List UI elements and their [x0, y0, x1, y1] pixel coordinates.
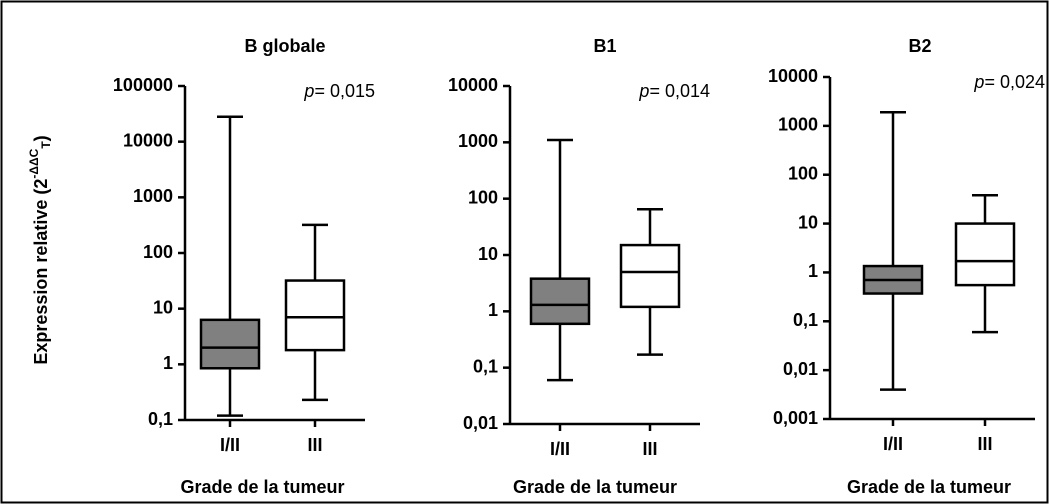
- x-tick-label: I/II: [220, 435, 240, 455]
- x-tick-label: I/II: [550, 439, 570, 459]
- y-tick-label: 100: [468, 187, 498, 207]
- y-tick-label: 10000: [768, 66, 818, 86]
- p-annotation: p= 0,015: [303, 81, 375, 101]
- y-tick-label: 1000: [133, 186, 173, 206]
- y-tick-label: 100: [143, 242, 173, 262]
- y-tick-label: 0,001: [773, 408, 818, 428]
- y-label-text: Expression relative (2: [31, 179, 51, 365]
- box: [284, 279, 346, 352]
- p-value: = 0,014: [649, 81, 710, 101]
- p-annotation: p= 0,014: [638, 81, 710, 101]
- p-value: = 0,024: [984, 72, 1045, 92]
- y-tick-label: 0,1: [473, 356, 498, 376]
- y-label-sup: -ΔΔC: [27, 148, 41, 178]
- y-tick-label: 10: [478, 244, 498, 264]
- y-tick-label: 1: [808, 261, 818, 281]
- y-tick-label: 100000: [113, 75, 173, 95]
- panel-title: B globale: [244, 36, 325, 56]
- x-tick-label: III: [977, 434, 992, 454]
- y-tick-label: 0,1: [148, 409, 173, 429]
- y-tick-label: 10: [798, 212, 818, 232]
- y-axis-label: Expression relative (2-ΔΔCT): [27, 135, 53, 364]
- p-symbol: p: [303, 81, 314, 101]
- y-tick-label: 0,01: [783, 359, 818, 379]
- y-tick-label: 0,01: [463, 413, 498, 433]
- box: [954, 222, 1016, 287]
- x-tick-label: III: [307, 435, 322, 455]
- panel-title: B1: [593, 36, 616, 56]
- y-label-end: ): [31, 135, 51, 141]
- y-tick-label: 0,1: [793, 310, 818, 330]
- p-symbol: p: [638, 81, 649, 101]
- y-tick-label: 10: [153, 297, 173, 317]
- y-tick-label: 10000: [448, 75, 498, 95]
- y-label-sub: T: [39, 141, 53, 149]
- p-symbol: p: [973, 72, 984, 92]
- box: [199, 318, 261, 370]
- y-tick-label: 10000: [123, 130, 173, 150]
- y-tick-label: 1000: [458, 131, 498, 151]
- p-value: = 0,015: [314, 81, 375, 101]
- box: [529, 277, 591, 326]
- x-tick-label: I/II: [883, 434, 903, 454]
- box: [619, 243, 681, 309]
- x-axis-label: Grade de la tumeur: [513, 477, 677, 497]
- x-axis-label: Grade de la tumeur: [847, 477, 1011, 497]
- x-axis-label: Grade de la tumeur: [180, 477, 344, 497]
- y-tick-label: 1: [163, 353, 173, 373]
- y-tick-label: 100: [788, 163, 818, 183]
- p-annotation: p= 0,024: [973, 72, 1045, 92]
- x-tick-label: III: [642, 439, 657, 459]
- y-tick-label: 1000: [778, 115, 818, 135]
- panel-title: B2: [908, 36, 931, 56]
- y-tick-label: 1: [488, 300, 498, 320]
